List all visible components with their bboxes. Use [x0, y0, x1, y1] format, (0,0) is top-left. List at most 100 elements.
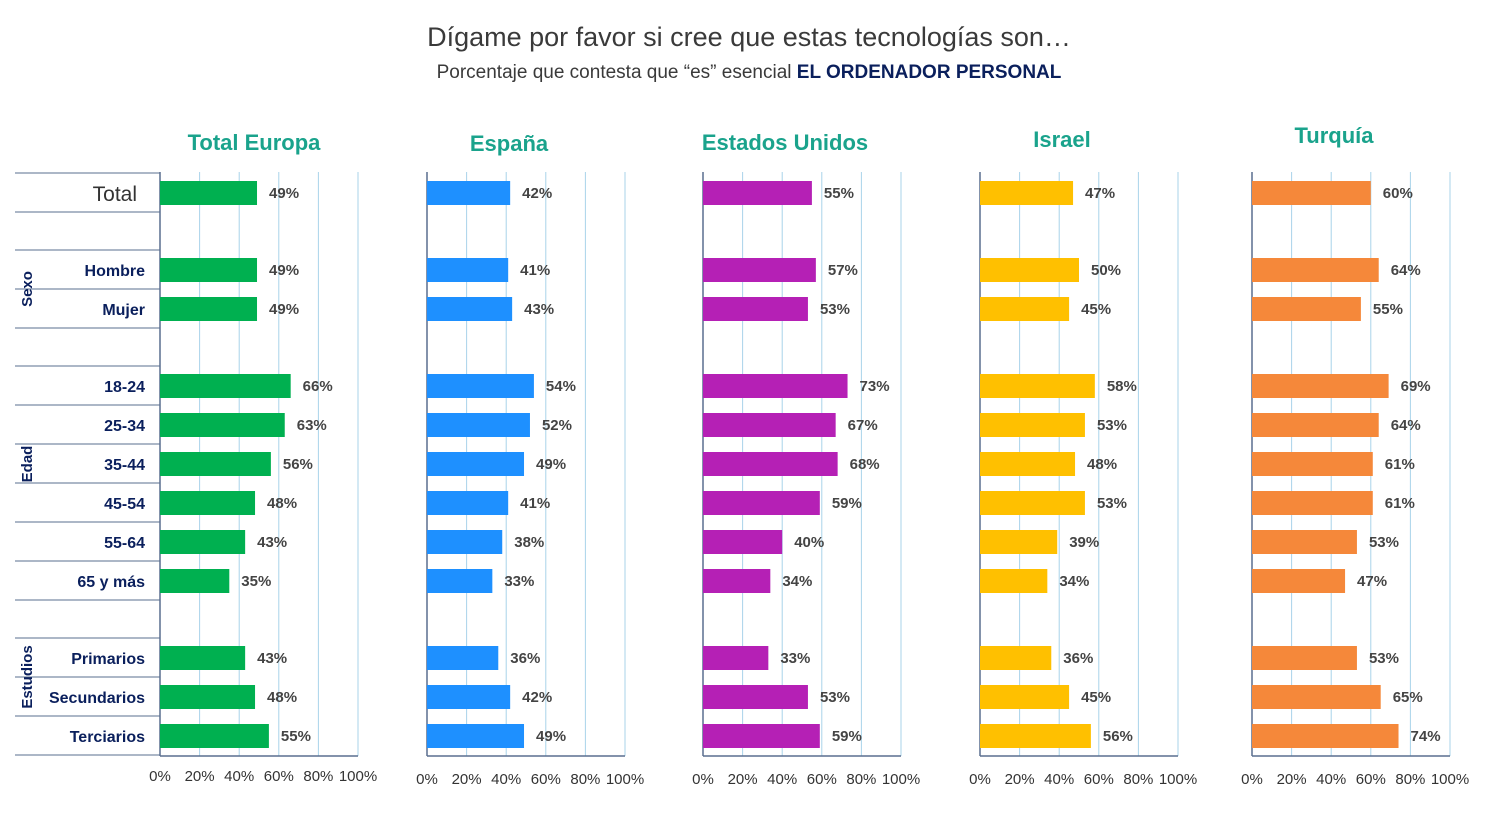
bar	[703, 258, 816, 282]
bar	[427, 413, 530, 437]
bar-value-label: 65%	[1393, 689, 1423, 706]
bar	[980, 297, 1070, 321]
row-label-5: 35-44	[104, 457, 145, 474]
bar	[160, 530, 246, 554]
bar-value-label: 35%	[241, 573, 271, 590]
bar	[427, 258, 509, 282]
bar-value-label: 49%	[269, 262, 299, 279]
bar-value-label: 58%	[1107, 378, 1137, 395]
bar-value-label: 52%	[542, 417, 572, 434]
x-tick-label: 0%	[969, 771, 991, 788]
x-tick-label: 0%	[149, 768, 171, 785]
bar-value-label: 45%	[1081, 301, 1111, 318]
x-tick-label: 100%	[1159, 771, 1197, 788]
row-label-10: Secundarios	[49, 690, 145, 707]
bar	[1252, 374, 1389, 398]
bar	[1252, 491, 1373, 515]
bar-value-label: 38%	[514, 534, 544, 551]
x-tick-label: 80%	[303, 768, 333, 785]
x-tick-label: 40%	[491, 771, 521, 788]
bar	[980, 258, 1079, 282]
row-label-4: 25-34	[104, 418, 145, 435]
bar-value-label: 48%	[267, 689, 297, 706]
bar-value-label: 36%	[1063, 650, 1093, 667]
bar-value-label: 48%	[267, 495, 297, 512]
bar-value-label: 47%	[1085, 185, 1115, 202]
bar-value-label: 47%	[1357, 573, 1387, 590]
x-tick-label: 40%	[1044, 771, 1074, 788]
bar-value-label: 53%	[1097, 495, 1127, 512]
bar-value-label: 34%	[782, 573, 812, 590]
bar-value-label: 59%	[832, 495, 862, 512]
bar	[1252, 452, 1373, 476]
bar	[160, 258, 258, 282]
bar-value-label: 42%	[522, 689, 552, 706]
group-label-0: Sexo	[19, 271, 36, 307]
x-tick-label: 20%	[185, 768, 215, 785]
panel-title-2: Estados Unidos	[702, 130, 868, 155]
row-label-1: Hombre	[85, 263, 146, 280]
bar-value-label: 33%	[504, 573, 534, 590]
x-tick-label: 60%	[1084, 771, 1114, 788]
bar-value-label: 40%	[794, 534, 824, 551]
row-label-11: Terciarios	[70, 729, 145, 746]
bar-value-label: 69%	[1401, 378, 1431, 395]
bar	[1252, 569, 1346, 593]
bar-value-label: 67%	[848, 417, 878, 434]
bar-value-label: 73%	[860, 378, 890, 395]
bar-value-label: 56%	[1103, 728, 1133, 745]
bar-value-label: 43%	[524, 301, 554, 318]
bar-value-label: 48%	[1087, 456, 1117, 473]
bar-value-label: 66%	[303, 378, 333, 395]
bar-value-label: 59%	[832, 728, 862, 745]
x-tick-label: 40%	[767, 771, 797, 788]
bar-value-label: 54%	[546, 378, 576, 395]
bar-value-label: 53%	[1369, 534, 1399, 551]
x-tick-label: 80%	[846, 771, 876, 788]
row-label-9: Primarios	[71, 651, 145, 668]
bar	[427, 374, 534, 398]
bar-value-label: 68%	[850, 456, 880, 473]
bar-value-label: 50%	[1091, 262, 1121, 279]
bar	[980, 452, 1076, 476]
bar	[160, 297, 258, 321]
x-tick-label: 40%	[224, 768, 254, 785]
bar	[427, 724, 525, 748]
bar	[1252, 181, 1371, 205]
bar	[1252, 646, 1357, 670]
bar-value-label: 41%	[520, 495, 550, 512]
chart-title: Dígame por favor si cree que estas tecno…	[427, 22, 1071, 52]
bar-value-label: 61%	[1385, 495, 1415, 512]
bar-value-label: 55%	[824, 185, 854, 202]
group-label-1: Edad	[19, 446, 36, 483]
bar	[160, 413, 285, 437]
x-tick-label: 60%	[807, 771, 837, 788]
bar	[703, 297, 808, 321]
bar-value-label: 33%	[780, 650, 810, 667]
bar-value-label: 49%	[269, 301, 299, 318]
x-tick-label: 0%	[692, 771, 714, 788]
row-label-6: 45-54	[104, 496, 145, 513]
bar	[703, 685, 808, 709]
bar	[980, 569, 1048, 593]
row-label-8: 65 y más	[77, 574, 145, 591]
x-tick-label: 0%	[1241, 771, 1263, 788]
bar-value-label: 53%	[820, 301, 850, 318]
bar	[1252, 724, 1399, 748]
subtitle-prefix: Porcentaje que contesta que “es” esencia…	[436, 62, 792, 83]
x-tick-label: 100%	[606, 771, 644, 788]
bar	[980, 530, 1058, 554]
bar-value-label: 64%	[1391, 417, 1421, 434]
bar	[160, 569, 230, 593]
group-label-2: Estudios	[19, 645, 36, 708]
bar-value-label: 42%	[522, 185, 552, 202]
x-tick-label: 80%	[1123, 771, 1153, 788]
bar	[1252, 530, 1357, 554]
bar	[427, 685, 511, 709]
bar	[160, 491, 256, 515]
bar	[160, 181, 258, 205]
bar-value-label: 55%	[1373, 301, 1403, 318]
bar	[703, 646, 769, 670]
bar-value-label: 34%	[1059, 573, 1089, 590]
